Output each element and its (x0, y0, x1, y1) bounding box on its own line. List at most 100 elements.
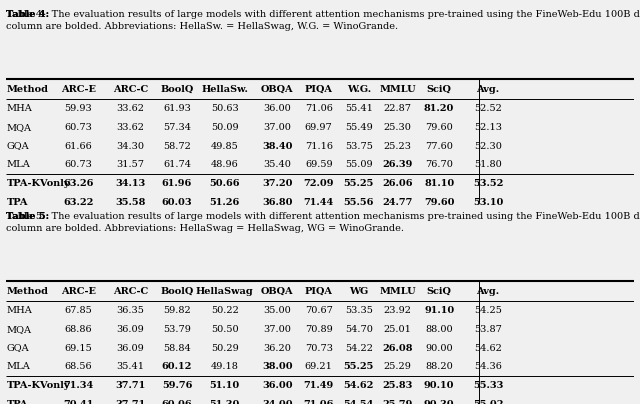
Text: 50.63: 50.63 (211, 104, 239, 113)
Text: 55.49: 55.49 (345, 123, 372, 132)
Text: 38.00: 38.00 (262, 362, 292, 371)
Text: 63.22: 63.22 (63, 198, 93, 207)
Text: 25.23: 25.23 (384, 141, 412, 151)
Text: 59.82: 59.82 (163, 306, 191, 315)
Text: 70.73: 70.73 (305, 343, 333, 353)
Text: 54.62: 54.62 (474, 343, 502, 353)
Text: 26.39: 26.39 (383, 160, 413, 169)
Text: 71.49: 71.49 (303, 381, 334, 390)
Text: 55.41: 55.41 (345, 104, 373, 113)
Text: 24.77: 24.77 (383, 198, 413, 207)
Text: MHA: MHA (6, 306, 32, 315)
Text: 55.02: 55.02 (473, 400, 503, 404)
Text: 25.83: 25.83 (383, 381, 413, 390)
Text: 31.57: 31.57 (116, 160, 145, 169)
Text: 58.72: 58.72 (163, 141, 191, 151)
Text: 69.15: 69.15 (65, 343, 92, 353)
Text: 91.10: 91.10 (424, 306, 454, 315)
Text: 90.00: 90.00 (426, 343, 453, 353)
Text: 37.71: 37.71 (115, 400, 146, 404)
Text: 52.52: 52.52 (474, 104, 502, 113)
Text: Method: Method (6, 85, 49, 94)
Text: 55.33: 55.33 (473, 381, 503, 390)
Text: 55.56: 55.56 (344, 198, 374, 207)
Text: 54.70: 54.70 (345, 325, 373, 334)
Text: 81.10: 81.10 (424, 179, 454, 188)
Text: Table 4:  The evaluation results of large models with different attention mechan: Table 4: The evaluation results of large… (6, 10, 640, 31)
Text: 69.21: 69.21 (305, 362, 333, 371)
Text: 51.30: 51.30 (209, 400, 240, 404)
Text: BoolQ: BoolQ (161, 287, 194, 296)
Text: 38.40: 38.40 (262, 141, 292, 151)
Text: 36.09: 36.09 (116, 343, 145, 353)
Text: 55.25: 55.25 (344, 362, 374, 371)
Text: 76.70: 76.70 (425, 160, 453, 169)
Text: ARC-E: ARC-E (61, 85, 96, 94)
Text: 37.00: 37.00 (264, 325, 291, 334)
Text: 53.35: 53.35 (345, 306, 373, 315)
Text: 60.06: 60.06 (162, 400, 192, 404)
Text: 25.30: 25.30 (384, 123, 412, 132)
Text: 71.06: 71.06 (305, 104, 333, 113)
Text: TPA: TPA (6, 400, 28, 404)
Text: MMLU: MMLU (380, 287, 416, 296)
Text: 50.09: 50.09 (211, 123, 239, 132)
Text: 25.79: 25.79 (383, 400, 413, 404)
Text: 26.08: 26.08 (383, 343, 413, 353)
Text: MQA: MQA (6, 325, 31, 334)
Text: 37.20: 37.20 (262, 179, 292, 188)
Text: 54.62: 54.62 (344, 381, 374, 390)
Text: 51.80: 51.80 (474, 160, 502, 169)
Text: 70.89: 70.89 (305, 325, 333, 334)
Text: 55.09: 55.09 (345, 160, 372, 169)
Text: 54.54: 54.54 (344, 400, 374, 404)
Text: Table 5:: Table 5: (6, 212, 49, 221)
Text: 60.73: 60.73 (65, 160, 92, 169)
Text: 61.74: 61.74 (163, 160, 191, 169)
Text: 67.85: 67.85 (65, 306, 92, 315)
Text: 53.87: 53.87 (474, 325, 502, 334)
Text: 90.30: 90.30 (424, 400, 454, 404)
Text: 36.20: 36.20 (264, 343, 291, 353)
Text: 60.12: 60.12 (162, 362, 192, 371)
Text: 53.75: 53.75 (345, 141, 373, 151)
Text: 26.06: 26.06 (383, 179, 413, 188)
Text: TPA: TPA (6, 198, 28, 207)
Text: 33.62: 33.62 (116, 123, 145, 132)
Text: 60.03: 60.03 (162, 198, 192, 207)
Text: 49.18: 49.18 (211, 362, 239, 371)
Text: 54.25: 54.25 (474, 306, 502, 315)
Text: MLA: MLA (6, 160, 30, 169)
Text: ARC-C: ARC-C (113, 287, 148, 296)
Text: 68.86: 68.86 (65, 325, 92, 334)
Text: OBQA: OBQA (261, 287, 294, 296)
Text: 63.26: 63.26 (63, 179, 93, 188)
Text: 69.59: 69.59 (305, 160, 333, 169)
Text: 61.93: 61.93 (163, 104, 191, 113)
Text: WG: WG (349, 287, 369, 296)
Text: 49.85: 49.85 (211, 141, 239, 151)
Text: GQA: GQA (6, 343, 29, 353)
Text: 37.00: 37.00 (264, 123, 291, 132)
Text: 53.10: 53.10 (473, 198, 503, 207)
Text: 34.00: 34.00 (262, 400, 292, 404)
Text: 79.60: 79.60 (424, 198, 454, 207)
Text: ARC-C: ARC-C (113, 85, 148, 94)
Text: 69.97: 69.97 (305, 123, 333, 132)
Text: 88.00: 88.00 (426, 325, 453, 334)
Text: 52.13: 52.13 (474, 123, 502, 132)
Text: 71.34: 71.34 (63, 381, 93, 390)
Text: Table 5:  The evaluation results of large models with different attention mechan: Table 5: The evaluation results of large… (6, 212, 640, 233)
Text: 77.60: 77.60 (425, 141, 453, 151)
Text: MMLU: MMLU (380, 85, 416, 94)
Text: OBQA: OBQA (261, 85, 294, 94)
Text: 34.13: 34.13 (115, 179, 146, 188)
Text: HellaSw.: HellaSw. (201, 85, 248, 94)
Text: 52.30: 52.30 (474, 141, 502, 151)
Text: GQA: GQA (6, 141, 29, 151)
Text: 81.20: 81.20 (424, 104, 454, 113)
Text: 88.20: 88.20 (426, 362, 453, 371)
Text: 53.79: 53.79 (163, 325, 191, 334)
Text: TPA-KVonly: TPA-KVonly (6, 381, 70, 390)
Text: 57.34: 57.34 (163, 123, 191, 132)
